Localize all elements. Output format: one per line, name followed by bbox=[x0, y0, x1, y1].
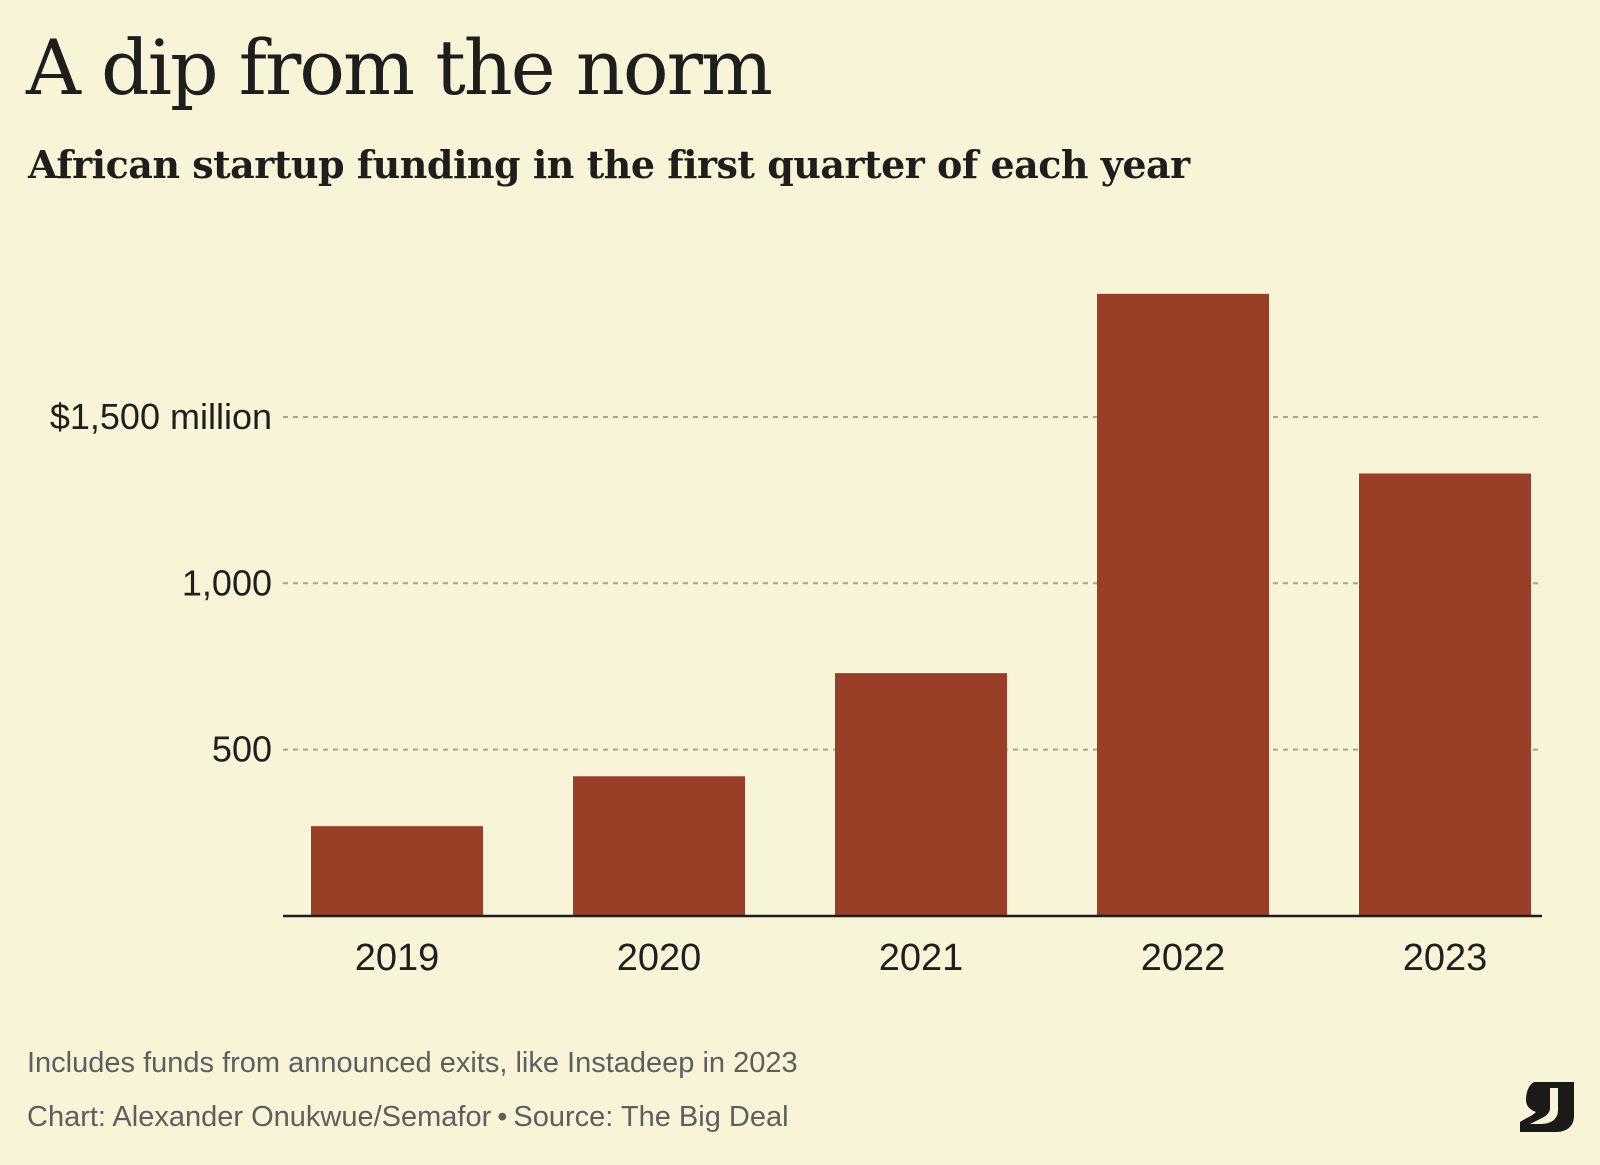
y-tick-label: 500 bbox=[212, 729, 272, 770]
credit-separator: • bbox=[497, 1101, 508, 1133]
y-tick-label: 1,000 bbox=[182, 562, 272, 603]
bar-2021 bbox=[835, 673, 1007, 916]
chart-subtitle: African startup funding in the first qua… bbox=[28, 142, 1190, 187]
bar-2020 bbox=[573, 776, 745, 916]
credit-line: Chart: Alexander Onukwue/Semafor • Source:… bbox=[27, 1101, 789, 1134]
x-tick-label: 2020 bbox=[617, 937, 702, 979]
bar-2019 bbox=[311, 826, 483, 916]
x-tick-label: 2021 bbox=[879, 937, 964, 979]
chart-title: A dip from the norm bbox=[26, 23, 773, 112]
x-tick-label: 2019 bbox=[355, 937, 440, 979]
bar-2023 bbox=[1359, 473, 1531, 916]
footnote: Includes funds from announced exits, lik… bbox=[27, 1047, 798, 1079]
source-credit: Source: The Big Deal bbox=[513, 1101, 789, 1133]
semafor-logo-icon bbox=[1520, 1082, 1574, 1132]
chart-credit: Chart: Alexander Onukwue/Semafor bbox=[27, 1101, 492, 1133]
x-tick-label: 2022 bbox=[1141, 937, 1226, 979]
y-tick-label: $1,500 million bbox=[50, 396, 272, 437]
bar-chart: 500 1,000 $1,500 million 2019 2020 2021 2022 20… bbox=[50, 293, 1542, 979]
bar-2022 bbox=[1097, 293, 1269, 916]
x-tick-label: 2023 bbox=[1403, 937, 1488, 979]
